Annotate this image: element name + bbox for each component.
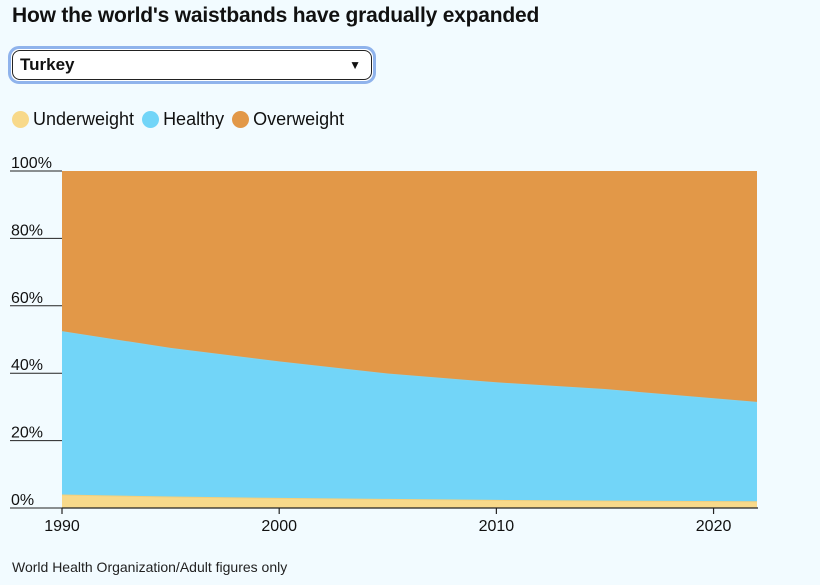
country-select-box[interactable]: Turkey ▼ bbox=[12, 50, 372, 80]
chart-legend: Underweight Healthy Overweight bbox=[12, 109, 344, 130]
legend-swatch-healthy bbox=[142, 111, 160, 128]
x-tick-label: 2020 bbox=[696, 518, 732, 535]
country-select-value: Turkey bbox=[20, 55, 75, 74]
legend-item-healthy: Healthy bbox=[142, 109, 224, 130]
source-note: World Health Organization/Adult figures … bbox=[12, 559, 288, 575]
legend-label-overweight: Overweight bbox=[253, 109, 345, 129]
country-select[interactable]: Turkey ▼ bbox=[8, 46, 376, 84]
legend-item-underweight: Underweight bbox=[12, 109, 134, 130]
x-tick-label: 2000 bbox=[261, 518, 297, 535]
legend-label-healthy: Healthy bbox=[163, 109, 225, 129]
area-healthy bbox=[62, 331, 757, 502]
area-overweight bbox=[62, 171, 757, 402]
page-title: How the world's waistbands have graduall… bbox=[12, 4, 540, 27]
y-tick-label: 80% bbox=[11, 222, 43, 239]
y-tick-label: 0% bbox=[11, 492, 34, 509]
y-tick-label: 60% bbox=[11, 290, 43, 307]
y-tick-label: 20% bbox=[11, 425, 43, 442]
chart-areas bbox=[61, 171, 758, 508]
x-tick-label: 2010 bbox=[479, 518, 515, 535]
y-axis: 0% 20% 40% 60% 80% 100% bbox=[10, 155, 62, 509]
legend-item-overweight: Overweight bbox=[232, 109, 344, 130]
x-tick-label: 1990 bbox=[44, 518, 80, 535]
legend-swatch-underweight bbox=[12, 111, 29, 128]
y-tick-label: 100% bbox=[11, 155, 52, 172]
legend-label-underweight: Underweight bbox=[33, 109, 135, 129]
legend-swatch-overweight bbox=[232, 111, 250, 128]
y-tick-label: 40% bbox=[11, 357, 43, 374]
x-axis: 1990 2000 2010 2020 bbox=[44, 507, 758, 535]
chevron-down-icon[interactable]: ▼ bbox=[349, 58, 361, 72]
